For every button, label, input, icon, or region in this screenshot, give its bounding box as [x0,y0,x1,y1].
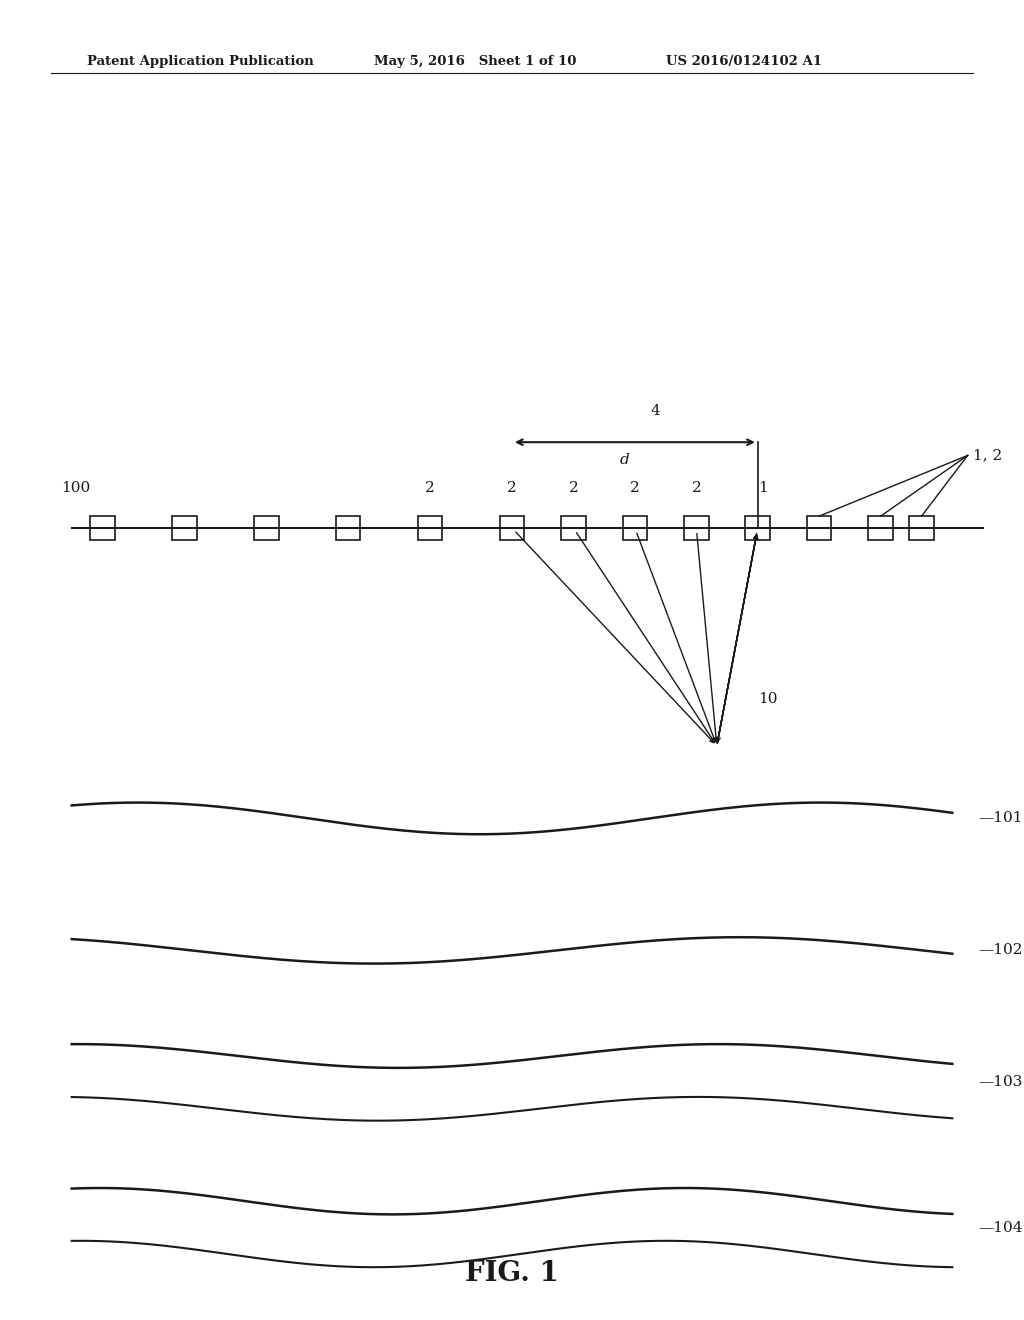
Text: 2: 2 [425,480,435,495]
Text: US 2016/0124102 A1: US 2016/0124102 A1 [666,55,821,69]
Bar [807,516,831,540]
Text: —101: —101 [978,812,1022,825]
Bar [336,516,360,540]
Bar [561,516,586,540]
Bar [500,516,524,540]
Text: —102: —102 [978,944,1022,957]
Bar [90,516,115,540]
Text: —103: —103 [978,1076,1022,1089]
Bar [623,516,647,540]
Text: Patent Application Publication: Patent Application Publication [87,55,313,69]
Text: d: d [620,453,630,467]
Text: 2: 2 [691,480,701,495]
Bar [254,516,279,540]
Text: May 5, 2016   Sheet 1 of 10: May 5, 2016 Sheet 1 of 10 [374,55,577,69]
Bar [909,516,934,540]
Text: 2: 2 [507,480,517,495]
Text: FIG. 1: FIG. 1 [465,1261,559,1287]
Text: 2: 2 [568,480,579,495]
Text: 10: 10 [758,692,777,706]
Text: 4: 4 [650,404,660,418]
Text: 2: 2 [630,480,640,495]
Text: —104: —104 [978,1221,1022,1234]
Text: 100: 100 [61,480,91,495]
Bar [868,516,893,540]
Bar [418,516,442,540]
Text: 1: 1 [758,480,768,495]
Text: 1, 2: 1, 2 [973,449,1002,462]
Bar [684,516,709,540]
Bar [745,516,770,540]
Bar [172,516,197,540]
